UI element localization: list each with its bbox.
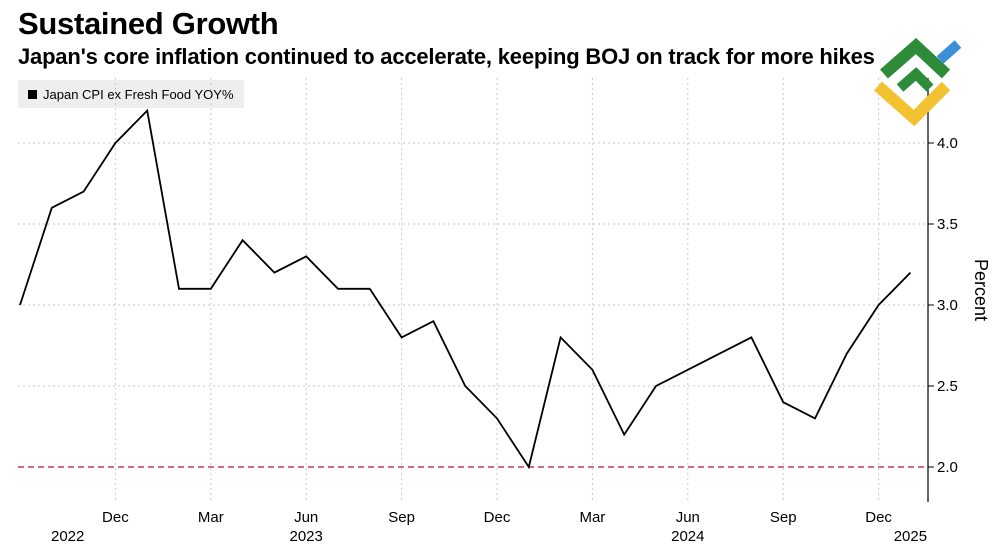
data-point: [177, 287, 181, 291]
data-point: [495, 416, 499, 420]
legend-swatch: [28, 89, 37, 99]
x-tick-label: Dec: [102, 509, 129, 526]
data-point: [877, 303, 881, 307]
data-point: [686, 368, 690, 372]
data-point: [400, 335, 404, 339]
data-point: [590, 368, 594, 372]
data-point: [463, 384, 467, 388]
data-point: [845, 352, 849, 356]
data-point: [368, 287, 372, 291]
data-point: [50, 206, 54, 210]
data-point: [113, 141, 117, 145]
brand-logo: [870, 37, 966, 135]
data-point: [559, 335, 563, 339]
x-tick-label: Dec: [865, 509, 892, 526]
chart-title: Sustained Growth: [18, 6, 279, 41]
data-point: [272, 271, 276, 275]
x-tick-label: Jun: [294, 509, 318, 526]
data-point: [527, 465, 531, 469]
x-year-label: 2022: [51, 528, 84, 545]
data-point: [781, 400, 785, 404]
data-point: [241, 238, 245, 242]
series-line-core-cpi: [19, 108, 912, 470]
chart-subtitle: Japan's core inflation continued to acce…: [18, 44, 875, 69]
x-tick-label: Jun: [676, 509, 700, 526]
data-point: [336, 287, 340, 291]
y-tick-label: 2.5: [937, 378, 958, 395]
y-tick-label: 2.0: [937, 459, 958, 476]
data-point: [209, 287, 213, 291]
y-tick-label: 4.0: [937, 135, 958, 152]
x-year-label: 2024: [671, 528, 704, 545]
y-axis-title: Percent: [971, 259, 991, 321]
y-tick-label: 3.5: [937, 216, 958, 233]
legend: Japan CPI ex Fresh Food YOY%: [18, 80, 244, 108]
data-point: [82, 190, 86, 194]
data-point: [18, 303, 22, 307]
x-tick-label: Sep: [770, 509, 797, 526]
x-tick-label: Mar: [579, 509, 605, 526]
data-point: [304, 254, 308, 258]
x-year-label: 2023: [290, 528, 323, 545]
data-point: [749, 335, 753, 339]
x-tick-label: Sep: [388, 509, 415, 526]
data-point: [718, 352, 722, 356]
x-tick-label: Dec: [484, 509, 511, 526]
data-point: [145, 109, 149, 113]
data-point: [431, 319, 435, 323]
data-point: [813, 416, 817, 420]
data-point: [908, 271, 912, 275]
data-point: [622, 433, 626, 437]
diamond-logo-icon: [874, 37, 962, 127]
y-tick-label: 3.0: [937, 297, 958, 314]
data-point: [654, 384, 658, 388]
x-tick-label: Mar: [198, 509, 224, 526]
legend-label: Japan CPI ex Fresh Food YOY%: [43, 86, 234, 102]
x-year-label: 2025: [894, 528, 927, 545]
